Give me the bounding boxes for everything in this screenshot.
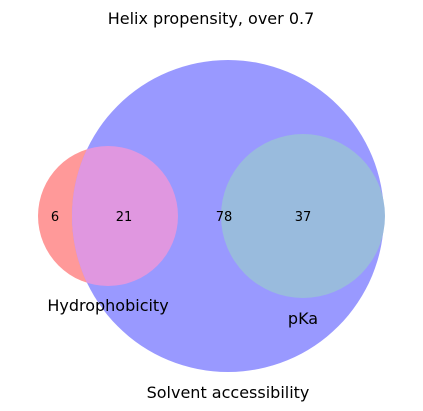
set-label-solvent-accessibility: Solvent accessibility — [147, 383, 310, 402]
set-circle-pka — [221, 134, 385, 298]
region-count-hydrophobicity-solvent: 21 — [116, 210, 133, 225]
chart-title: Helix propensity, over 0.7 — [108, 9, 315, 28]
region-count-solvent-pka: 37 — [295, 210, 312, 225]
region-count-solvent-only: 78 — [216, 210, 233, 225]
set-label-pka: pKa — [288, 309, 318, 328]
set-label-hydrophobicity: Hydrophobicity — [47, 296, 168, 315]
region-count-hydrophobicity-only: 6 — [51, 210, 59, 225]
